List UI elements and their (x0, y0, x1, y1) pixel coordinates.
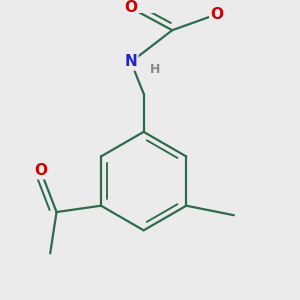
Text: O: O (210, 7, 223, 22)
Text: H: H (150, 63, 160, 76)
Text: O: O (34, 163, 47, 178)
Text: O: O (124, 1, 137, 16)
Text: N: N (124, 55, 137, 70)
